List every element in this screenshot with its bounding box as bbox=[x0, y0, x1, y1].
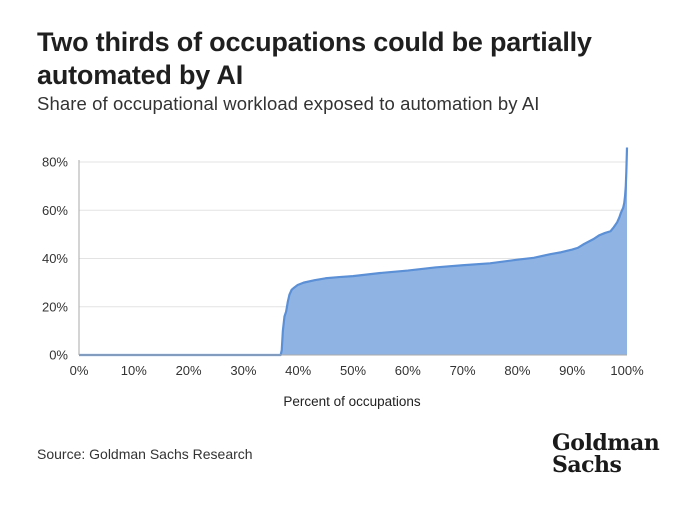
chart-title: Two thirds of occupations could be parti… bbox=[37, 27, 592, 90]
y-tick-label: 60% bbox=[42, 203, 68, 218]
x-tick-label: 20% bbox=[176, 363, 202, 378]
x-axis-label: Percent of occupations bbox=[283, 394, 421, 409]
x-tick-label: 10% bbox=[121, 363, 147, 378]
x-tick-label: 40% bbox=[285, 363, 311, 378]
area-series bbox=[79, 147, 629, 357]
area-fill bbox=[79, 147, 627, 355]
y-tick-label: 20% bbox=[42, 299, 68, 314]
y-tick-label: 80% bbox=[42, 155, 68, 170]
x-tick-label: 30% bbox=[230, 363, 256, 378]
source-note: Source: Goldman Sachs Research bbox=[37, 446, 253, 462]
x-tick-label: 80% bbox=[504, 363, 530, 378]
y-axis-ticks: 0% 20% 40% 60% 80% bbox=[42, 155, 68, 363]
axes bbox=[78, 160, 627, 356]
x-tick-label: 0% bbox=[70, 363, 89, 378]
x-tick-label: 60% bbox=[395, 363, 421, 378]
x-tick-label: 70% bbox=[450, 363, 476, 378]
x-axis-ticks: 0% 10% 20% 30% 40% 50% 60% 70% 80% 90% 100% bbox=[70, 363, 644, 378]
y-tick-label: 0% bbox=[49, 348, 68, 363]
series-line bbox=[79, 147, 629, 357]
goldman-sachs-logo: Goldman Sachs bbox=[552, 430, 660, 478]
x-tick-label: 50% bbox=[340, 363, 366, 378]
x-tick-label: 100% bbox=[610, 363, 644, 378]
chart-subtitle: Share of occupational workload exposed t… bbox=[37, 93, 540, 114]
x-tick-label: 90% bbox=[559, 363, 585, 378]
y-tick-label: 40% bbox=[42, 251, 68, 266]
